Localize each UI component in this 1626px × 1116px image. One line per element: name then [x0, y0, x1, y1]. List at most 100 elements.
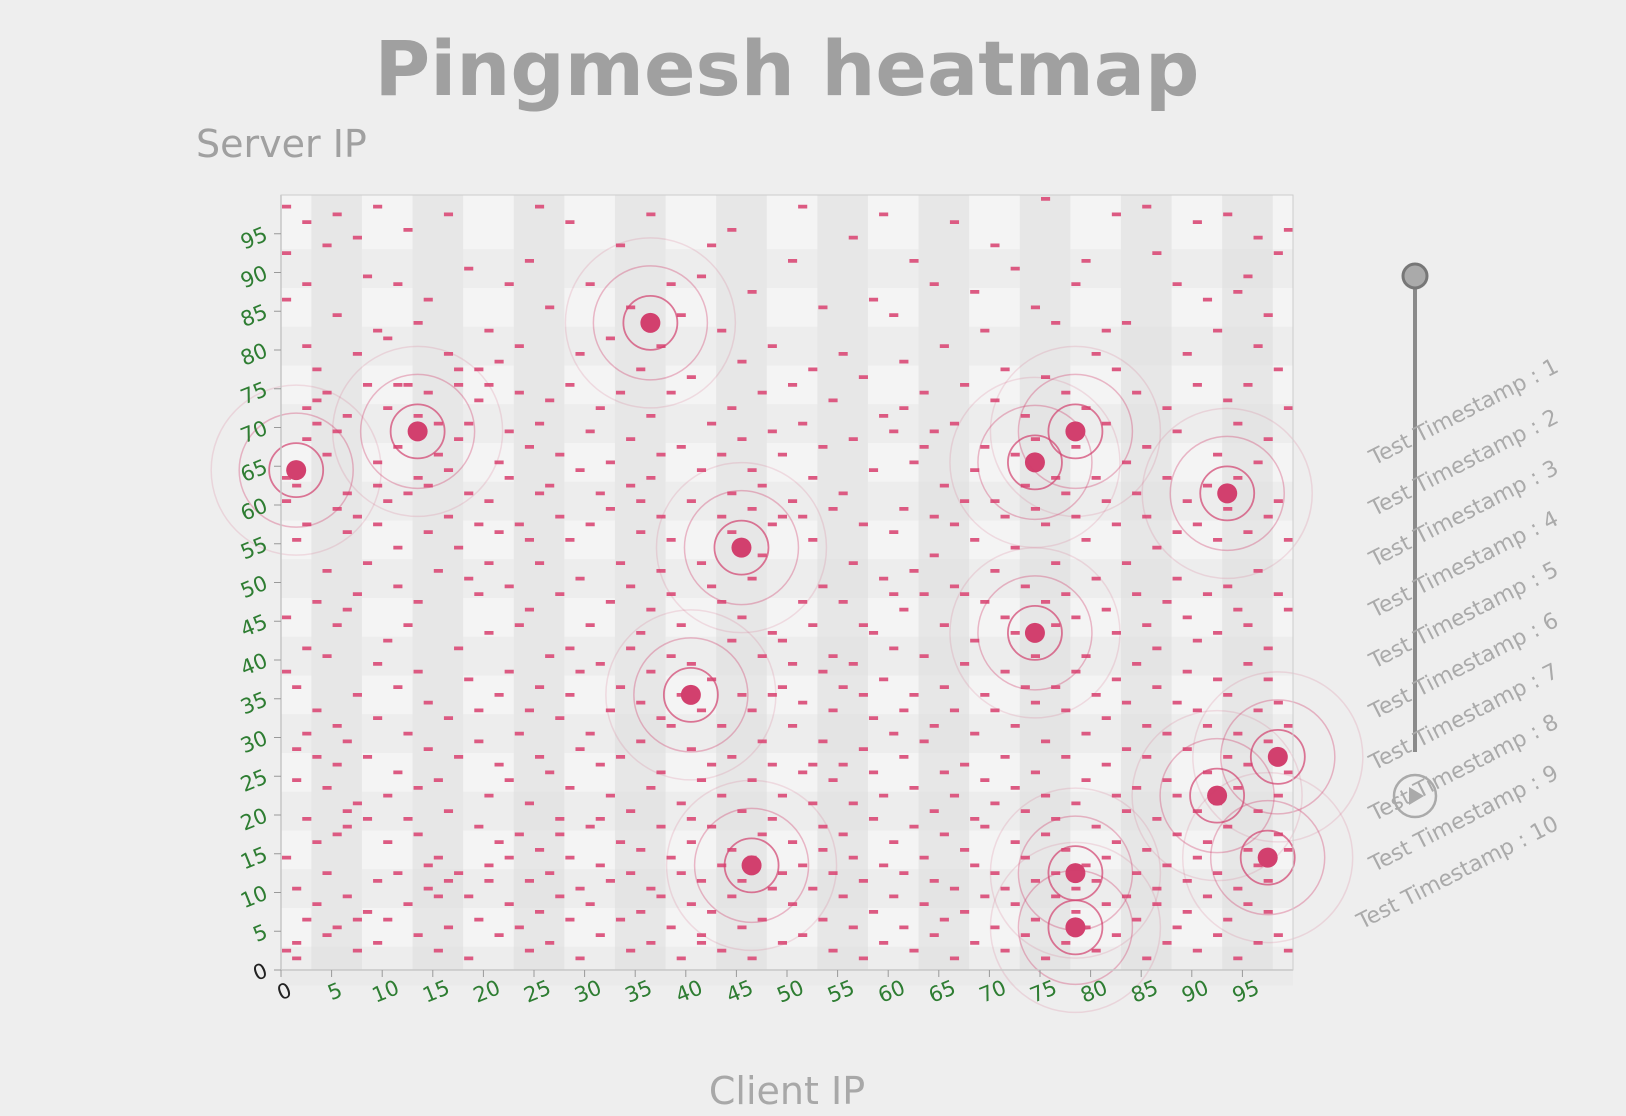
heatmap-cell	[949, 793, 960, 798]
heatmap-cell	[504, 584, 514, 589]
heatmap-cell	[535, 421, 545, 426]
heatmap-cell	[1243, 274, 1253, 279]
heatmap-cell	[545, 654, 555, 658]
heatmap-cell	[494, 460, 504, 465]
heatmap-cell	[1071, 514, 1081, 519]
heatmap-cell	[919, 445, 929, 449]
heatmap-cell	[798, 514, 808, 519]
heatmap-cell	[504, 476, 514, 480]
heatmap-cell	[1172, 832, 1182, 837]
heatmap-cell	[889, 429, 899, 434]
heatmap-cell	[747, 576, 757, 581]
heatmap-cell	[970, 538, 980, 542]
heatmap-cell	[362, 561, 373, 565]
heatmap-cell	[1121, 700, 1132, 705]
heatmap-cell	[980, 445, 990, 449]
heatmap-cell	[949, 220, 960, 224]
heatmap-cell	[808, 538, 818, 542]
heatmap-cell	[788, 499, 798, 503]
heatmap-cell	[1020, 809, 1030, 813]
heatmap-cell	[454, 545, 464, 550]
hotspot-dot	[286, 460, 307, 481]
hotspot-dot	[1217, 483, 1238, 504]
heatmap-cell	[1182, 747, 1192, 751]
heatmap-cell	[282, 476, 292, 480]
heatmap-cell	[828, 654, 838, 658]
column-band	[918, 195, 970, 970]
heatmap-cell	[494, 693, 504, 697]
heatmap-cell	[788, 840, 798, 844]
heatmap-cell	[1192, 708, 1202, 713]
heatmap-cell	[373, 204, 383, 209]
heatmap-cell	[696, 933, 707, 937]
heatmap-cell	[403, 731, 413, 736]
heatmap-cell	[646, 414, 656, 418]
heatmap-cell	[1263, 514, 1273, 519]
heatmap-cell	[1041, 956, 1051, 961]
heatmap-cell	[1101, 499, 1111, 503]
heatmap-cell	[737, 437, 747, 441]
heatmap-cell	[514, 925, 524, 930]
heatmap-cell	[909, 693, 919, 697]
heatmap-cell	[696, 561, 707, 565]
heatmap-cell	[1273, 499, 1283, 503]
heatmap-cell	[666, 390, 676, 395]
heatmap-cell	[1000, 514, 1010, 519]
heatmap-cell	[1202, 724, 1213, 728]
heatmap-cell	[474, 522, 484, 527]
heatmap-cell	[1233, 290, 1243, 294]
heatmap-cell	[342, 824, 352, 829]
heatmap-cell	[322, 933, 332, 937]
heatmap-cell	[605, 600, 615, 604]
heatmap-cell	[413, 832, 423, 837]
hotspot-ring	[1169, 435, 1285, 552]
heatmap-cell	[1111, 677, 1121, 682]
heatmap-cell	[565, 917, 575, 922]
hotspot-ring	[693, 807, 810, 924]
heatmap-cell	[939, 483, 949, 488]
heatmap-cell	[413, 414, 423, 418]
heatmap-cell	[282, 615, 292, 620]
play-button[interactable]	[1392, 773, 1438, 819]
heatmap-cell	[312, 421, 322, 426]
hotspot-ring	[1047, 403, 1104, 460]
heatmap-cell	[403, 817, 413, 821]
heatmap-cell	[1243, 662, 1253, 666]
heatmap-cell	[292, 886, 302, 891]
heatmap-cell	[980, 894, 990, 899]
heatmap-cell	[1091, 879, 1101, 883]
heatmap-cell	[1233, 731, 1243, 736]
heatmap-cell	[1223, 824, 1233, 829]
heatmap-cell	[707, 584, 717, 589]
heatmap-cell	[1152, 817, 1162, 821]
heatmap-cell	[403, 902, 413, 906]
heatmap-cell	[889, 731, 899, 736]
heatmap-cell	[1071, 801, 1081, 806]
heatmap-cell	[1041, 375, 1051, 379]
heatmap-cell	[1253, 708, 1263, 713]
heatmap-cell	[1061, 941, 1071, 945]
heatmap-cell	[282, 948, 292, 953]
heatmap-cell	[1213, 328, 1223, 333]
heatmap-cell	[646, 886, 656, 891]
heatmap-cell	[362, 383, 373, 387]
heatmap-cell	[1111, 522, 1121, 527]
heatmap-cell	[1172, 530, 1182, 534]
heatmap-cell	[980, 328, 990, 333]
slider-handle-icon[interactable]	[1401, 262, 1429, 290]
heatmap-cell	[1051, 321, 1061, 325]
heatmap-cell	[656, 894, 666, 899]
heatmap-cell	[1030, 700, 1040, 705]
heatmap-cell	[504, 902, 514, 906]
heatmap-cell	[626, 948, 636, 953]
heatmap-cell	[1172, 576, 1182, 581]
heatmap-cell	[1192, 383, 1202, 387]
heatmap-cell	[1182, 352, 1192, 356]
heatmap-cell	[747, 708, 757, 713]
heatmap-cell	[1020, 483, 1030, 488]
heatmap-cell	[838, 894, 848, 899]
heatmap-cell	[1030, 437, 1040, 441]
heatmap-cell	[626, 305, 636, 310]
heatmap-cell	[1273, 251, 1283, 255]
